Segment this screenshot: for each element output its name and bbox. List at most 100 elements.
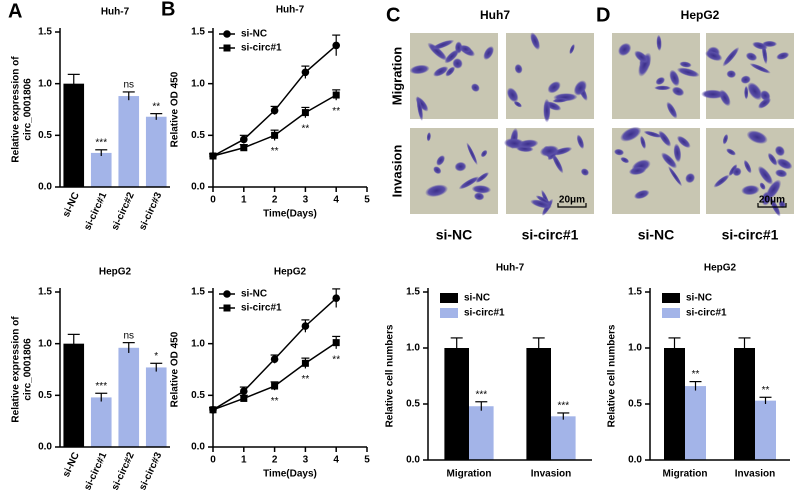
cell: [726, 70, 737, 79]
cell: [726, 148, 736, 156]
y-axis-label: Relative expression of: [11, 316, 22, 423]
x-tick-label: si-circ#2: [110, 190, 137, 232]
significance-label: *: [154, 351, 158, 362]
micrograph: [706, 128, 794, 217]
bar: [63, 343, 85, 447]
legend-label: si-NC: [686, 293, 712, 304]
cell: [667, 166, 683, 187]
cell: [757, 165, 774, 185]
cell: [676, 67, 700, 78]
cell: [475, 172, 490, 183]
bar: [469, 406, 494, 460]
cell: [634, 50, 649, 64]
column-label: si-NC: [436, 227, 473, 243]
bar: [664, 348, 685, 460]
cell: [679, 61, 692, 68]
x-tick-label: 2: [272, 195, 278, 206]
scale-bar: [757, 203, 787, 208]
error-bar: [122, 91, 135, 101]
bar: [755, 400, 776, 460]
bar: [685, 386, 706, 460]
bar: [734, 348, 755, 460]
y-tick-label: 0.0: [38, 442, 52, 453]
y-tick-label: 0.5: [628, 399, 642, 410]
bar: [526, 348, 551, 460]
legend-label: si-circ#1: [464, 308, 505, 319]
error-bar: [475, 401, 488, 411]
significance-label: ***: [95, 381, 107, 392]
row-label: Invasion: [389, 145, 404, 198]
cell: [658, 130, 672, 147]
cell: [471, 185, 492, 194]
column-label: si-circ#1: [722, 227, 779, 243]
cell: [774, 145, 785, 157]
error-bar: [67, 333, 80, 353]
panel-label: B: [161, 0, 175, 20]
cell: [743, 159, 752, 174]
legend-label: si-circ#1: [241, 303, 282, 314]
cell: [513, 100, 523, 108]
marker: [271, 131, 279, 139]
cell: [758, 97, 771, 109]
legend-marker: [223, 30, 231, 38]
y-tick-label: 1.0: [628, 343, 642, 354]
x-tick-label: si-circ#2: [110, 450, 137, 492]
x-tick-label: si-NC: [61, 451, 82, 479]
cell: [744, 85, 749, 100]
significance-label: ***: [557, 401, 569, 412]
error-bar: [67, 73, 80, 93]
cell: [661, 152, 678, 169]
cell: [740, 75, 751, 84]
cell: [656, 34, 662, 52]
legend-label: si-NC: [464, 293, 490, 304]
cell: [676, 135, 691, 149]
y-tick-label: 0.0: [406, 455, 420, 466]
legend-swatch: [440, 308, 458, 318]
cell: [640, 135, 646, 150]
cell: [620, 156, 630, 164]
cell: [480, 149, 488, 158]
error-bar: [738, 337, 751, 359]
marker: [301, 359, 309, 367]
cell: [620, 126, 642, 142]
cell: [741, 184, 760, 196]
chart-title: Huh-7: [496, 263, 525, 274]
cell: [643, 130, 663, 138]
x-tick-label: si-circ#1: [82, 190, 109, 232]
bar: [118, 347, 140, 447]
marker: [332, 294, 341, 303]
image-background: [706, 33, 794, 119]
significance-label: **: [302, 123, 310, 134]
chart-title: Huh-7: [101, 7, 130, 18]
chart-title: HepG2: [274, 267, 307, 278]
column-label: si-circ#1: [522, 227, 579, 243]
legend-marker: [223, 44, 231, 52]
cell: [409, 64, 430, 75]
micrograph: [701, 33, 794, 119]
micrograph: [409, 33, 498, 122]
y-tick-label: 0.5: [406, 399, 420, 410]
error-bar: [689, 381, 702, 391]
bar: [63, 83, 85, 187]
micrograph: [612, 126, 700, 214]
cell: [713, 174, 730, 188]
cell: [746, 130, 768, 145]
significance-label: **: [302, 374, 310, 385]
marker: [301, 322, 310, 330]
cell: [732, 167, 742, 177]
error-bar: [150, 362, 163, 372]
y-tick-label: 1.0: [191, 78, 205, 89]
significance-label: **: [332, 354, 340, 365]
scale-bar-label: 20μm: [559, 195, 585, 206]
significance-label: ***: [475, 389, 487, 400]
error-bar: [668, 337, 681, 359]
cell: [458, 176, 480, 190]
error-bar: [450, 337, 463, 359]
cell: [466, 142, 478, 166]
cell: [722, 47, 740, 67]
error-bar: [532, 337, 545, 359]
y-tick-label: 1.0: [38, 78, 52, 89]
cell: [530, 32, 541, 51]
marker: [332, 339, 340, 347]
marker: [270, 106, 279, 115]
